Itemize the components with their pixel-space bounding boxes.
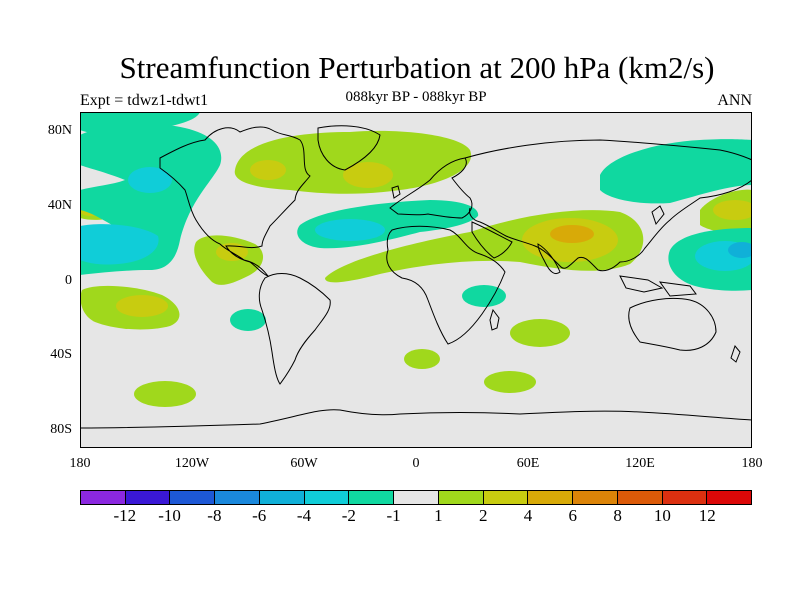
anomaly-north-pacific-east-core [713, 200, 752, 220]
anomaly-south-asia-core [550, 225, 594, 243]
map-frame [80, 112, 752, 448]
colorbar-label: -12 [113, 506, 137, 525]
coastline-greenland [317, 125, 381, 171]
colorbar-label: -2 [341, 506, 356, 525]
colorbar-bin [617, 491, 663, 504]
anomaly-south-atlantic [404, 349, 440, 369]
colorbar-bin [573, 491, 618, 504]
anomaly-south-pacific-core [116, 295, 168, 317]
lon-label: 180 [69, 456, 91, 471]
coastline-south-america [258, 273, 331, 385]
map-title: Streamfunction Perturbation at 200 hPa (… [119, 50, 715, 85]
colorbar-bin [662, 491, 708, 504]
anomaly-north-pacific-core-a [128, 167, 172, 193]
anomaly-south-america-east [230, 309, 266, 331]
lat-label: 40N [47, 198, 72, 213]
colorbar-label: 12 [698, 506, 716, 525]
coastline-maritime-continent [619, 275, 697, 297]
coastline-australia [628, 297, 717, 351]
colorbar [80, 490, 752, 505]
colorbar-label: 10 [653, 506, 671, 525]
colorbar-label: 8 [613, 506, 622, 525]
coastline-india [537, 243, 561, 275]
colorbar-bin [170, 491, 216, 504]
lat-label: 80S [50, 422, 72, 437]
coastline-africa [386, 225, 506, 345]
anomaly-arctic-west [80, 112, 200, 135]
colorbar-bin [438, 491, 484, 504]
anomaly-north-pacific-core-b [80, 224, 159, 265]
coastline-madagascar [489, 308, 500, 331]
colorbar-bin [304, 491, 350, 504]
lat-label: 40S [50, 347, 72, 362]
colorbar-bin [215, 491, 260, 504]
anomaly-north-atlantic-band-core [315, 219, 385, 241]
colorbar-bin [349, 491, 395, 504]
anomaly-east-africa [462, 285, 506, 307]
map-subtitle: 088kyr BP - 088kyr BP [345, 89, 487, 105]
anomaly-southern-ocean-east [484, 371, 536, 393]
colorbar-label: 2 [478, 506, 488, 525]
coastline-antarctica [80, 409, 752, 429]
anomaly-north-pacific-east-band [600, 139, 752, 204]
coastlines [80, 125, 752, 429]
colorbar-bin [259, 491, 305, 504]
colorbar-bin [528, 491, 574, 504]
lon-label: 60E [516, 456, 540, 471]
anomaly-indian-ocean [510, 319, 570, 347]
lon-label: 0 [412, 456, 420, 471]
coastline-north-america [159, 126, 311, 277]
colorbar-label: -8 [207, 506, 222, 525]
anomaly-tropical-pacific-east-inner [728, 242, 752, 258]
anomaly-north-atlantic [234, 130, 472, 194]
season-label: ANN [717, 92, 752, 109]
coastline-british-isles [391, 185, 401, 199]
experiment-label: Expt = tdwz1-tdwt1 [80, 92, 209, 109]
coastline-europe [389, 157, 473, 219]
coastline-japan [651, 205, 665, 226]
anomaly-greenland-core [250, 160, 286, 180]
anomaly-north-atlantic-core [343, 162, 393, 188]
colorbar-label: -6 [252, 506, 267, 525]
lon-label: 120E [625, 456, 655, 471]
negative-anomaly-regions [80, 112, 752, 331]
colorbar-bin [483, 491, 529, 504]
lat-label: 0 [65, 273, 72, 288]
lon-label: 120W [174, 456, 210, 471]
colorbar-bin [125, 491, 171, 504]
colorbar-label: 1 [434, 506, 443, 525]
anomaly-southern-ocean-west [134, 381, 196, 407]
colorbar-bin [394, 491, 439, 504]
colorbar-label: -10 [158, 506, 181, 525]
coastline-arabia [471, 221, 513, 259]
colorbar-label: 4 [523, 506, 533, 525]
colorbar-bin [81, 491, 126, 504]
lon-label: 180 [741, 456, 763, 471]
colorbar-bin [707, 491, 752, 504]
coastline-new-zealand [730, 344, 741, 363]
lat-label: 80N [47, 123, 72, 138]
lon-label: 60W [290, 456, 318, 471]
colorbar-label: -1 [386, 506, 401, 525]
colorbar-label: 6 [568, 506, 578, 525]
colorbar-label: -4 [296, 506, 312, 525]
coastline-asia [464, 139, 752, 272]
